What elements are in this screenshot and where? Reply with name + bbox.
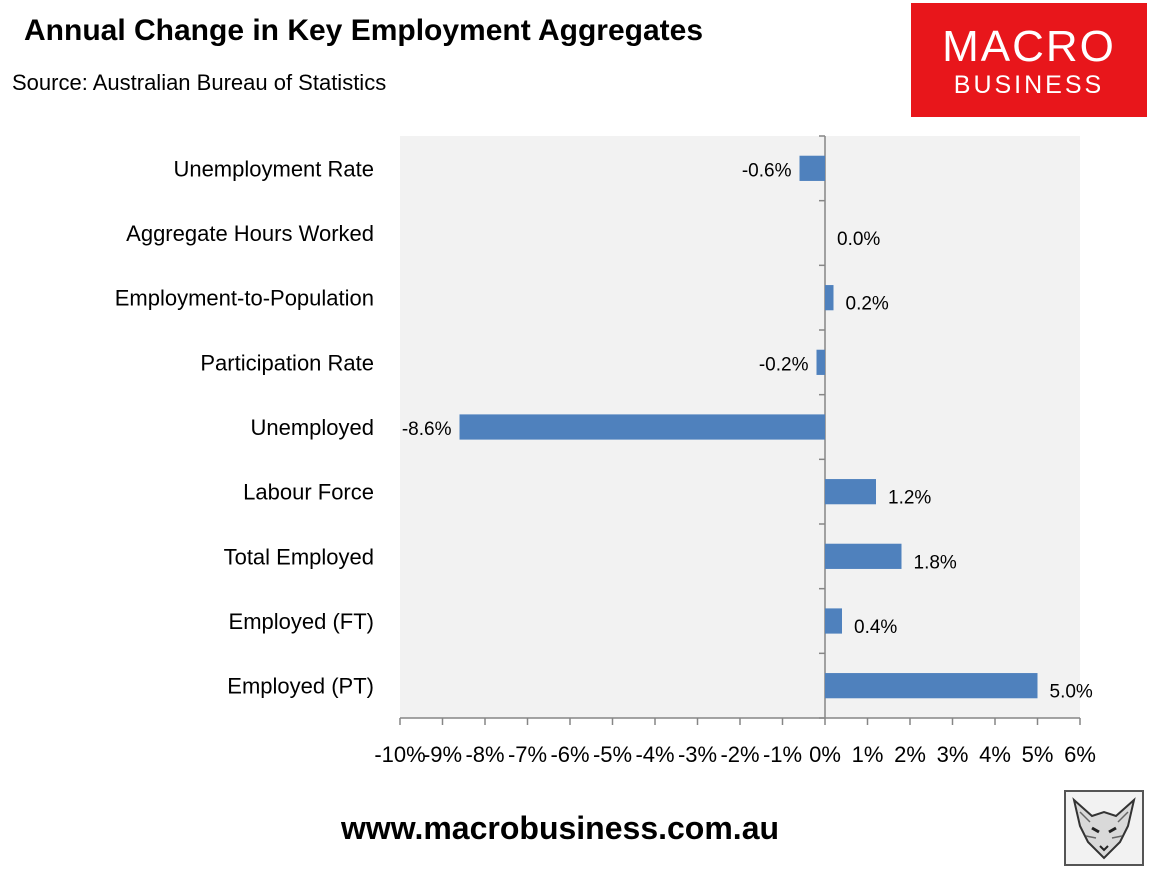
data-label: -0.6% bbox=[742, 160, 792, 181]
x-tick-label: -8% bbox=[465, 742, 504, 767]
category-label: Employment-to-Population bbox=[115, 286, 374, 311]
logo-line-1: MACRO bbox=[942, 22, 1116, 71]
x-tick-label: -2% bbox=[720, 742, 759, 767]
x-tick-label: 0% bbox=[809, 742, 841, 767]
x-tick-label: 3% bbox=[937, 742, 969, 767]
x-tick-label: 2% bbox=[894, 742, 926, 767]
x-tick-label: -4% bbox=[635, 742, 674, 767]
x-tick-label: -3% bbox=[678, 742, 717, 767]
category-label: Employed (PT) bbox=[227, 674, 374, 699]
x-tick-label: -1% bbox=[763, 742, 802, 767]
data-label: 5.0% bbox=[1050, 682, 1093, 703]
data-label: 1.2% bbox=[888, 488, 931, 509]
fox-emblem-icon bbox=[1064, 790, 1144, 866]
x-tick-label: 5% bbox=[1022, 742, 1054, 767]
category-label: Aggregate Hours Worked bbox=[126, 221, 374, 246]
data-label: -8.6% bbox=[402, 419, 452, 440]
bar bbox=[816, 349, 825, 375]
bar bbox=[799, 155, 825, 181]
category-label: Unemployment Rate bbox=[173, 156, 374, 181]
category-label: Unemployed bbox=[250, 415, 374, 440]
data-label: 0.0% bbox=[837, 229, 880, 250]
x-tick-label: 6% bbox=[1064, 742, 1096, 767]
bar bbox=[825, 479, 876, 505]
data-label: 0.4% bbox=[854, 617, 897, 638]
chart-title: Annual Change in Key Employment Aggregat… bbox=[24, 14, 703, 47]
x-tick-label: -6% bbox=[550, 742, 589, 767]
category-label: Total Employed bbox=[224, 544, 374, 569]
footer-url: www.macrobusiness.com.au bbox=[340, 810, 780, 846]
bar bbox=[825, 673, 1038, 699]
bar bbox=[825, 543, 902, 569]
x-tick-label: -9% bbox=[423, 742, 462, 767]
x-tick-label: -7% bbox=[508, 742, 547, 767]
x-tick-label: -10% bbox=[374, 742, 425, 767]
category-label: Labour Force bbox=[243, 480, 374, 505]
logo-line-2: BUSINESS bbox=[953, 71, 1105, 99]
bar bbox=[825, 285, 834, 311]
bar bbox=[459, 414, 825, 440]
chart-source: Source: Australian Bureau of Statistics bbox=[12, 70, 387, 95]
x-tick-label: -5% bbox=[593, 742, 632, 767]
data-label: -0.2% bbox=[759, 354, 809, 375]
macrobusiness-logo: MACRO BUSINESS bbox=[911, 3, 1147, 117]
data-label: 0.2% bbox=[846, 294, 889, 315]
data-label: 1.8% bbox=[914, 552, 957, 573]
bar bbox=[825, 608, 842, 634]
category-label: Employed (FT) bbox=[229, 609, 374, 634]
category-label: Participation Rate bbox=[200, 350, 374, 375]
x-tick-label: 4% bbox=[979, 742, 1011, 767]
x-tick-label: 1% bbox=[852, 742, 884, 767]
